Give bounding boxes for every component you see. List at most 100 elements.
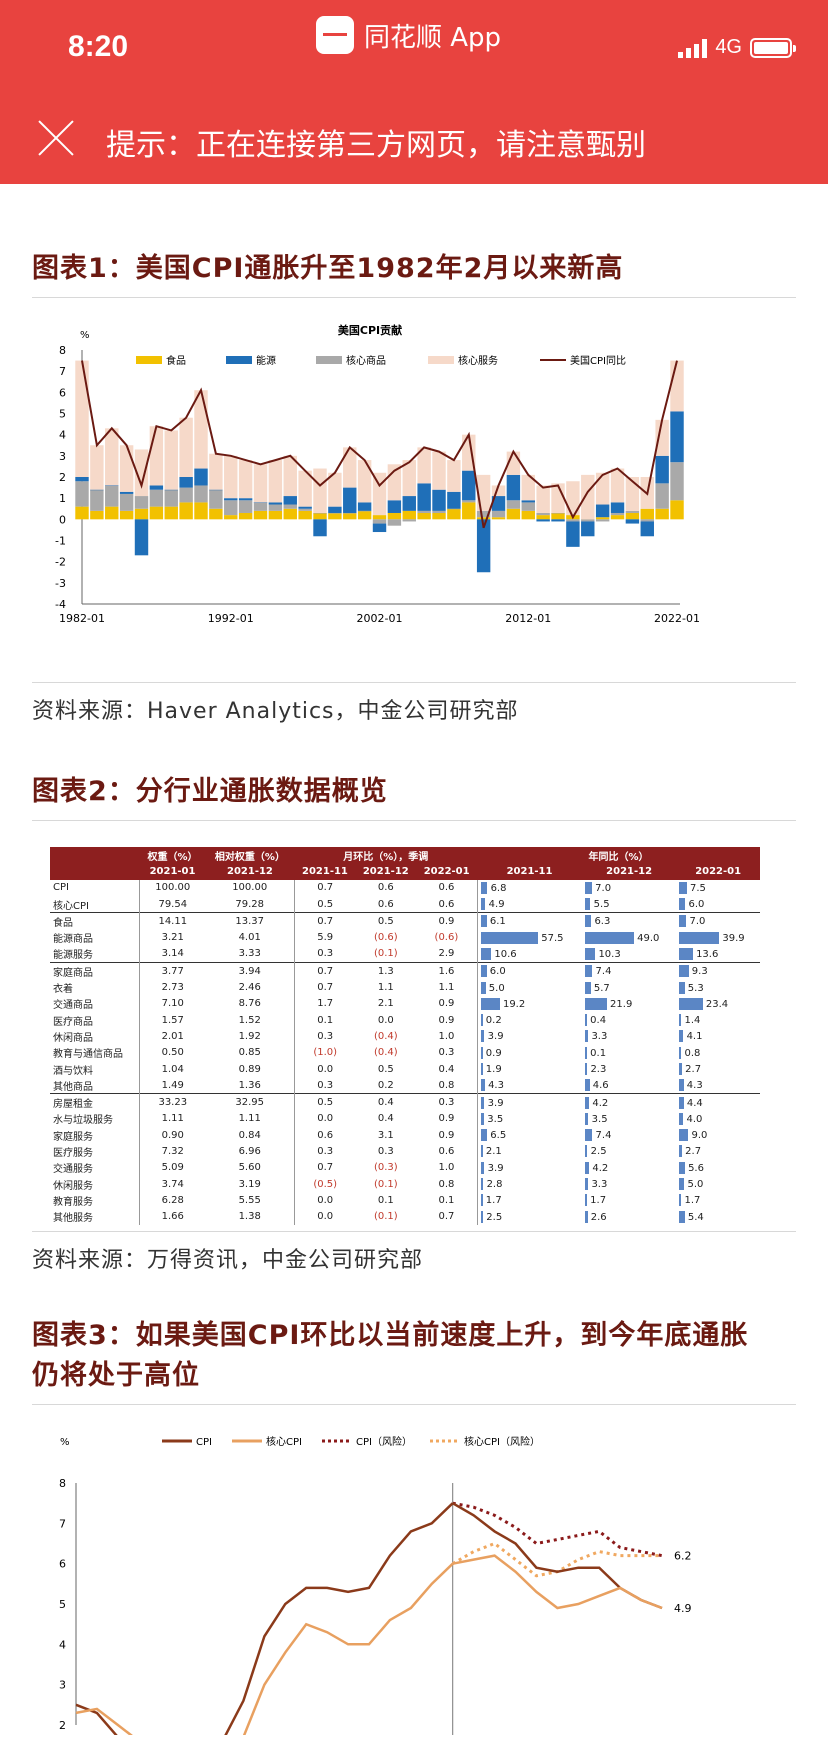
- yoy-bar: [480, 1096, 485, 1109]
- fig1-bar-core_goods: [372, 519, 387, 524]
- close-icon[interactable]: [36, 118, 76, 158]
- yoy-value: 2.7: [681, 1146, 702, 1158]
- table-cell: 0.5: [377, 1063, 394, 1075]
- yoy-value: 4.0: [683, 1113, 703, 1125]
- table-cell: 3.3: [582, 1176, 676, 1192]
- fig3-y-tick: 5: [59, 1598, 66, 1611]
- table-cell: 0.4: [377, 1113, 394, 1125]
- fig1-bar-food: [238, 512, 253, 520]
- fig1-bar-core_goods: [581, 519, 595, 522]
- fig1-bar-food: [402, 510, 416, 520]
- table-cell: 0.0: [294, 1208, 356, 1225]
- fig1-bar-core_services: [521, 474, 535, 501]
- yoy-value: 4.2: [589, 1162, 609, 1174]
- table-cell: 3.33: [238, 948, 261, 960]
- table-row-label: 医疗服务: [53, 1147, 93, 1159]
- yoy-value: 2.6: [587, 1211, 607, 1223]
- fig1-bar-energy: [521, 500, 535, 503]
- table-row: 休闲服务 3.74 3.19 (0.5) (0.1) 0.8 2.8 3.3 5.0: [50, 1175, 760, 1193]
- yoy-bar: [584, 915, 592, 928]
- table-cell: 0.90: [139, 1127, 206, 1144]
- table-header-date: 2021-11: [294, 863, 356, 880]
- fig1-divider: [32, 297, 796, 298]
- table-cell: 0.7: [294, 879, 356, 896]
- table-row-label: 其他商品: [53, 1081, 93, 1093]
- table-cell: 7.5: [676, 880, 760, 896]
- table-header-date: 2021-12: [205, 863, 295, 880]
- yoy-bar: [584, 1063, 588, 1075]
- fig3-y-tick: 2: [59, 1719, 66, 1732]
- yoy-value: 7.0: [591, 882, 612, 894]
- table-cell: 2.8: [476, 1175, 582, 1193]
- fig1-bar-energy: [387, 500, 402, 513]
- table-row-label: 房屋租金: [53, 1099, 93, 1111]
- legend-swatch-energy: [226, 356, 252, 364]
- fig1-bar-core_goods: [209, 489, 223, 509]
- article-content: 图表1：美国CPI通胀升至1982年2月以来新高 美国CPI贡献% 食品 能源 核心商…: [32, 184, 796, 1735]
- yoy-value: 2.5: [483, 1211, 503, 1223]
- fig1-cpi-line: [81, 360, 678, 529]
- table-cell: 49.0: [582, 929, 676, 945]
- fig1-bar-core_goods: [447, 508, 461, 510]
- yoy-bar: [679, 1096, 684, 1109]
- fig1-bar-food: [640, 508, 654, 520]
- fig1-bar-energy: [328, 506, 342, 513]
- yoy-bar: [584, 1178, 589, 1191]
- table-cell: 39.9: [676, 929, 760, 945]
- fig1-y-tick: 1: [59, 492, 66, 505]
- yoy-bar: [480, 931, 539, 944]
- table-cell: 5.0: [676, 1176, 760, 1192]
- table-cell: 1.1: [377, 982, 394, 994]
- table-cell: 4.3: [676, 1077, 760, 1094]
- fig3-heading-line1: 图表3：如果美国CPI环比以当前速度上升，到今年底通胀: [32, 1319, 749, 1351]
- table-cell: 14.11: [139, 912, 206, 930]
- table-row: 衣着 2.73 2.46 0.7 1.1 1.1 5.0 5.7 5.3: [50, 979, 760, 996]
- table-cell: 5.09: [139, 1159, 206, 1176]
- app-name: 同花顺 App: [364, 22, 502, 53]
- fig1-bar-food: [134, 508, 149, 520]
- table-row-label: 休闲商品: [53, 1032, 93, 1044]
- table-cell: 0.3: [294, 945, 356, 963]
- table-cell: 0.3: [377, 1145, 394, 1157]
- fig1-bar-food: [625, 512, 640, 520]
- yoy-bar: [584, 1079, 590, 1092]
- fig1-bar-energy: [566, 521, 580, 547]
- table-row: 休闲商品 2.01 1.92 0.3 (0.4) 1.0 3.9 3.3 4.1: [50, 1028, 760, 1045]
- yoy-bar: [480, 997, 500, 1010]
- yoy-value: 6.8: [487, 882, 507, 894]
- table-header-date: 2022-01: [676, 863, 760, 880]
- fig1-bar-energy: [224, 498, 238, 501]
- yoy-bar: [480, 1178, 484, 1191]
- yoy-value: 23.4: [702, 998, 729, 1010]
- fig1-bar-energy: [581, 521, 595, 537]
- fig1-bar-core_services: [209, 453, 223, 490]
- fig1-bar-core_goods: [521, 502, 535, 511]
- table-cell: 6.0: [676, 896, 760, 913]
- fig3-legend-label: CPI: [196, 1437, 212, 1448]
- yoy-value: 9.0: [688, 1130, 708, 1142]
- table-cell: 1.7: [676, 1192, 760, 1208]
- yoy-bar: [480, 1145, 483, 1158]
- fig1-bar-food: [521, 510, 535, 520]
- yoy-bar: [679, 1194, 682, 1207]
- table-row-label: 家庭商品: [53, 967, 93, 979]
- table-cell: 6.5: [476, 1127, 582, 1144]
- yoy-bar: [679, 1129, 689, 1142]
- table-cell: 3.9: [476, 1093, 582, 1111]
- table-cell: (0.4): [373, 1030, 398, 1042]
- fig1-bar-energy: [670, 411, 684, 463]
- fig1-bar-food: [298, 510, 312, 520]
- fig1-bar-core_goods: [224, 500, 238, 516]
- yoy-bar: [480, 1046, 483, 1059]
- table-row: 医疗商品 1.57 1.52 0.1 0.0 0.9 0.2 0.4 1.4: [50, 1011, 760, 1029]
- fig1-bar-food: [283, 508, 297, 520]
- yoy-value: 0.9: [482, 1047, 502, 1059]
- fig1-bar-core_services: [268, 460, 283, 503]
- yoy-value: 10.6: [491, 948, 517, 960]
- fig1-bar-food: [417, 512, 431, 520]
- fig1-bar-food: [372, 515, 387, 520]
- yoy-value: 39.9: [719, 932, 745, 944]
- table-cell: 0.84: [238, 1129, 261, 1141]
- table-cell: 0.3: [294, 1028, 356, 1045]
- yoy-bar: [480, 1079, 485, 1092]
